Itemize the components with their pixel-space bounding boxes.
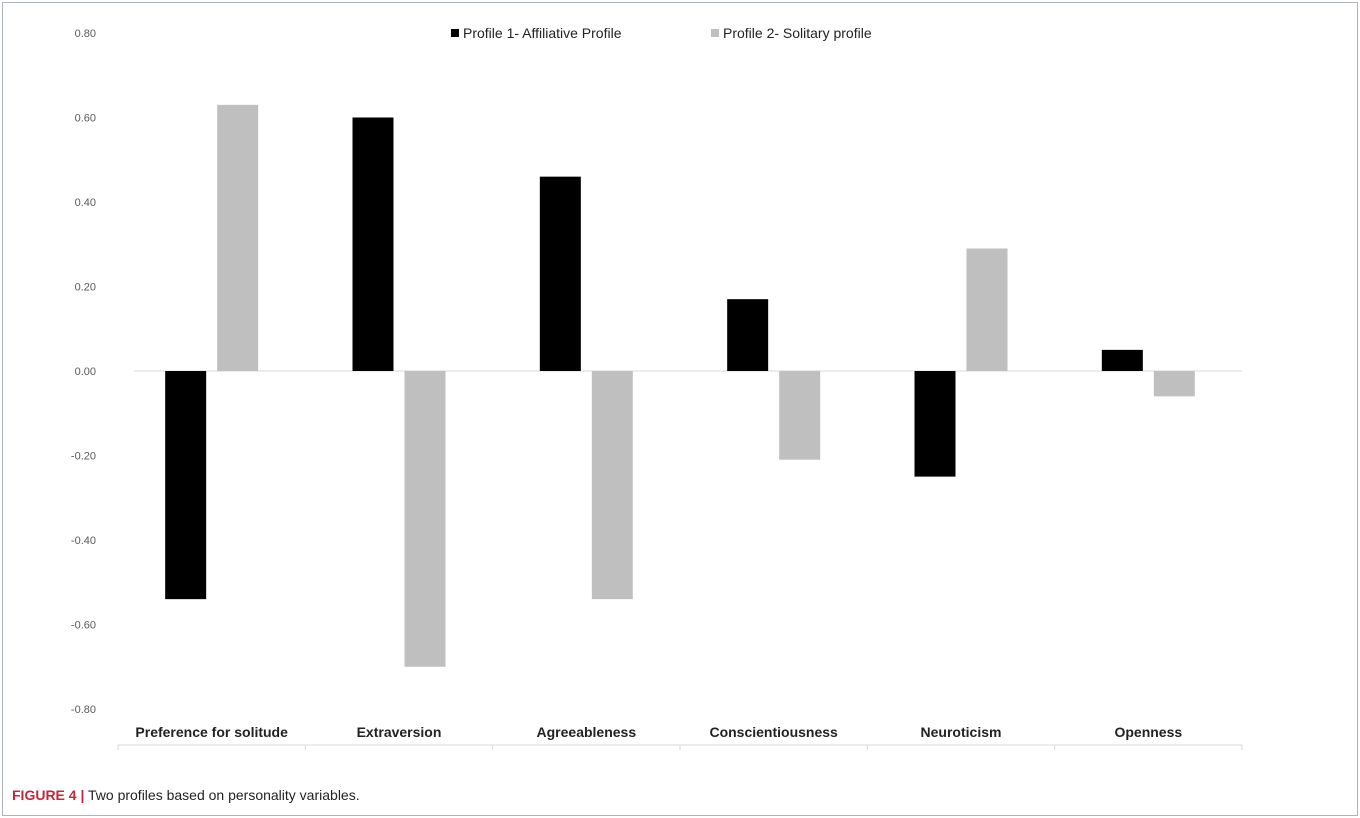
legend-swatch-profile-1 [451,29,459,37]
legend-label-profile-2: Profile 2- Solitary profile [723,25,872,41]
y-tick-label: 0.80 [75,28,96,40]
y-tick-label: -0.80 [71,704,96,716]
y-tick-label: 0.00 [75,366,96,378]
bar-profile-1 [915,371,956,477]
bar-chart: 0.80 0.60 0.40 0.20 0.00 -0.20 -0.40 -0.60 -0.80… [0,0,1360,790]
y-tick-label: 0.20 [75,282,96,294]
y-tick-label: -0.40 [71,535,96,547]
bar-profile-1 [727,299,768,371]
bar-profile-1 [165,371,206,599]
y-tick-label: -0.20 [71,451,96,463]
y-tick-label: -0.60 [71,620,96,632]
bar-profile-2 [967,248,1008,371]
bar-profile-2 [217,105,258,371]
category-label: Conscientiousness [709,724,838,740]
category-label: Preference for solitude [135,724,288,740]
y-tick-label: 0.40 [75,197,96,209]
category-label: Agreeableness [537,724,637,740]
bar-profile-2 [779,371,820,460]
figure-label: FIGURE 4 | [12,787,84,803]
bar-profile-2 [1154,371,1195,396]
legend-swatch-profile-2 [711,29,719,37]
bar-profile-1 [353,118,394,372]
category-label: Extraversion [357,724,442,740]
figure-caption-text: Two profiles based on personality variab… [84,787,359,803]
figure-caption: FIGURE 4 | Two profiles based on persona… [12,787,360,803]
bar-profile-2 [405,371,446,667]
bar-profile-2 [592,371,633,599]
bar-profile-1 [540,177,581,371]
category-label: Neuroticism [921,724,1002,740]
category-label: Openness [1114,724,1182,740]
y-tick-label: 0.60 [75,113,96,125]
bar-profile-1 [1102,350,1143,371]
legend-label-profile-1: Profile 1- Affiliative Profile [463,25,622,41]
